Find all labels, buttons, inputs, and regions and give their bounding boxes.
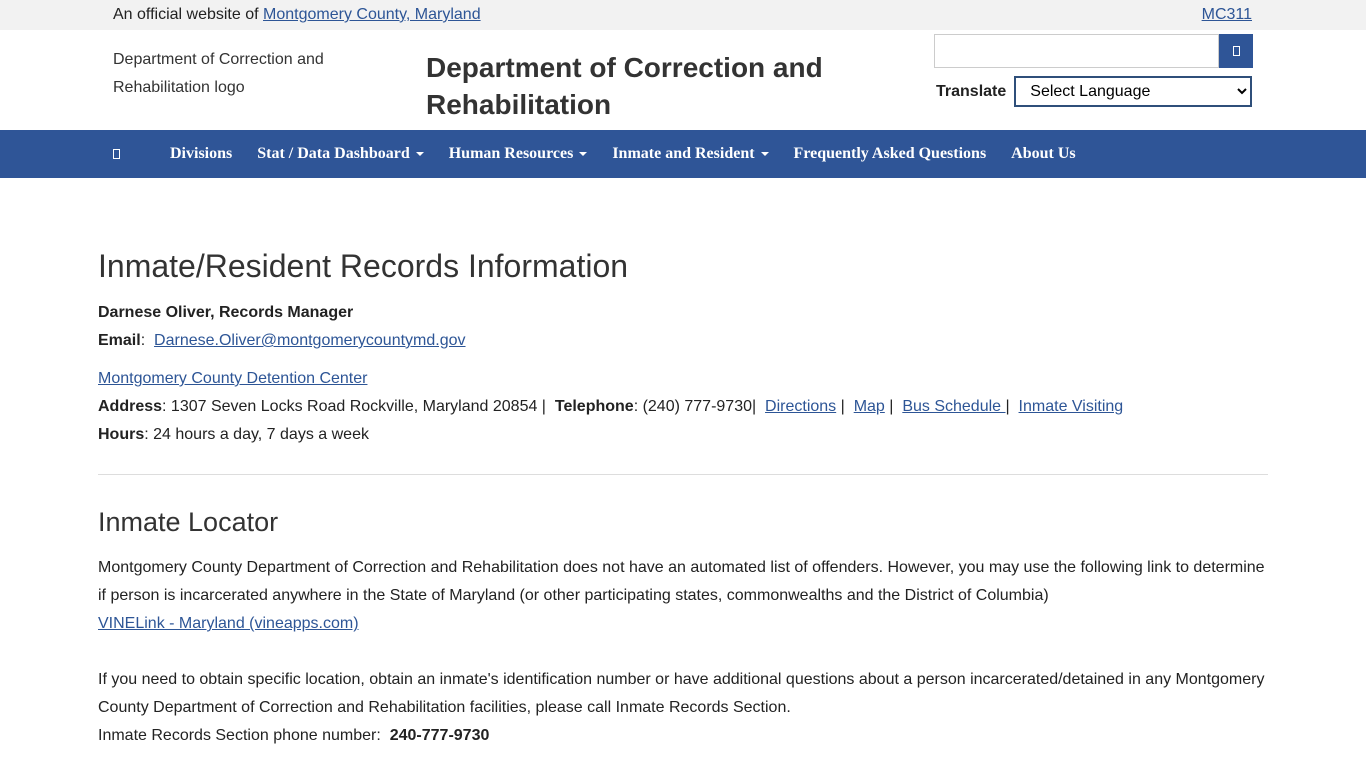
search-button[interactable] [1219, 34, 1253, 68]
detention-center-link[interactable]: Montgomery County Detention Center [98, 370, 368, 387]
records-heading: Inmate/Resident Records Information [98, 248, 629, 284]
directions-link[interactable]: Directions [765, 398, 837, 415]
locator-instructions: If you need to obtain specific location,… [98, 671, 1265, 716]
caret-down-icon [760, 152, 769, 156]
nav-divisions[interactable]: Divisions [170, 145, 233, 162]
official-text: An official website of [113, 6, 259, 23]
locator-description: Montgomery County Department of Correcti… [98, 559, 1265, 604]
main-nav: Divisions Stat / Data Dashboard Human Re… [0, 130, 1366, 178]
phone-number: 240-777-9730 [389, 727, 490, 744]
telephone-value: : (240) 777-9730| [633, 398, 757, 415]
nav-stat-data-dashboard[interactable]: Stat / Data Dashboard [257, 145, 424, 163]
telephone-label: Telephone [554, 398, 634, 415]
caret-down-icon [415, 152, 424, 156]
hours-label: Hours [98, 426, 145, 443]
search-input[interactable] [934, 34, 1219, 68]
department-logo[interactable]: Department of Correction and Rehabilitat… [113, 51, 324, 96]
nav-about-us[interactable]: About Us [1011, 145, 1076, 162]
home-button[interactable] [113, 149, 145, 159]
nav-faq[interactable]: Frequently Asked Questions [793, 145, 987, 162]
language-select[interactable]: Select Language [1014, 76, 1253, 107]
official-banner: An official website of Montgomery County… [0, 0, 1366, 30]
translate-widget: Translate Select Language [936, 76, 1253, 107]
map-link[interactable]: Map [853, 398, 885, 415]
main-content: Inmate/Resident Records Information Darn… [0, 178, 1366, 750]
search-form [934, 34, 1253, 68]
search-icon [1232, 46, 1240, 56]
home-icon [113, 149, 120, 159]
address-value: : 1307 Seven Locks Road Rockville, Maryl… [162, 398, 546, 415]
email-link[interactable]: Darnese.Oliver@montgomerycountymd.gov [154, 332, 466, 349]
nav-inmate-and-resident[interactable]: Inmate and Resident [612, 145, 769, 163]
nav-human-resources[interactable]: Human Resources [449, 145, 588, 163]
address-label: Address [98, 398, 163, 415]
county-link[interactable]: Montgomery County, Maryland [263, 6, 481, 23]
hours-value: : 24 hours a day, 7 days a week [144, 426, 369, 443]
caret-down-icon [579, 152, 588, 156]
site-header: Department of Correction and Rehabilitat… [0, 30, 1366, 130]
locator-heading: Inmate Locator [98, 507, 279, 537]
email-label: Email [98, 332, 141, 349]
vinelink-link[interactable]: VINELink - Maryland (vineapps.com) [98, 615, 359, 632]
inmate-visiting-link[interactable]: Inmate Visiting [1018, 398, 1124, 415]
records-manager: Darnese Oliver, Records Manager [98, 304, 354, 321]
mc311-link[interactable]: MC311 [1201, 6, 1252, 23]
translate-label: Translate [936, 82, 1007, 100]
site-title: Department of Correction and Rehabilitat… [426, 52, 823, 120]
divider [98, 474, 1268, 475]
phone-label: Inmate Records Section phone number: [98, 727, 381, 744]
bus-schedule-link[interactable]: Bus Schedule [902, 398, 1006, 415]
